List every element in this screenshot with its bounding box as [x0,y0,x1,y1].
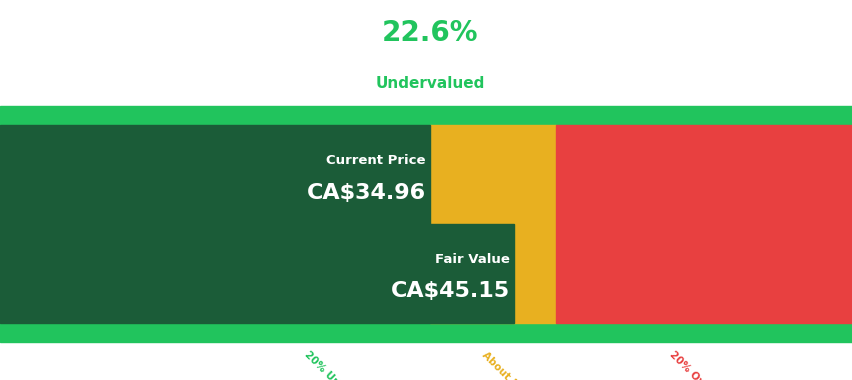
Bar [0,323,852,342]
Text: 20% Undervalued: 20% Undervalued [302,350,383,380]
Text: About Right: About Right [479,350,536,380]
Bar [0,106,852,125]
Text: Fair Value: Fair Value [435,253,509,266]
Text: Undervalued: Undervalued [375,76,484,91]
Bar [0,125,429,323]
Text: Current Price: Current Price [325,154,425,168]
Text: CA$45.15: CA$45.15 [390,281,509,301]
Bar [0,125,429,224]
Bar [556,125,852,323]
Text: CA$34.96: CA$34.96 [306,182,425,203]
Bar [0,224,514,323]
Text: 22.6%: 22.6% [381,19,478,47]
Text: 20% Overvalued: 20% Overvalued [667,350,742,380]
Bar [429,125,556,323]
